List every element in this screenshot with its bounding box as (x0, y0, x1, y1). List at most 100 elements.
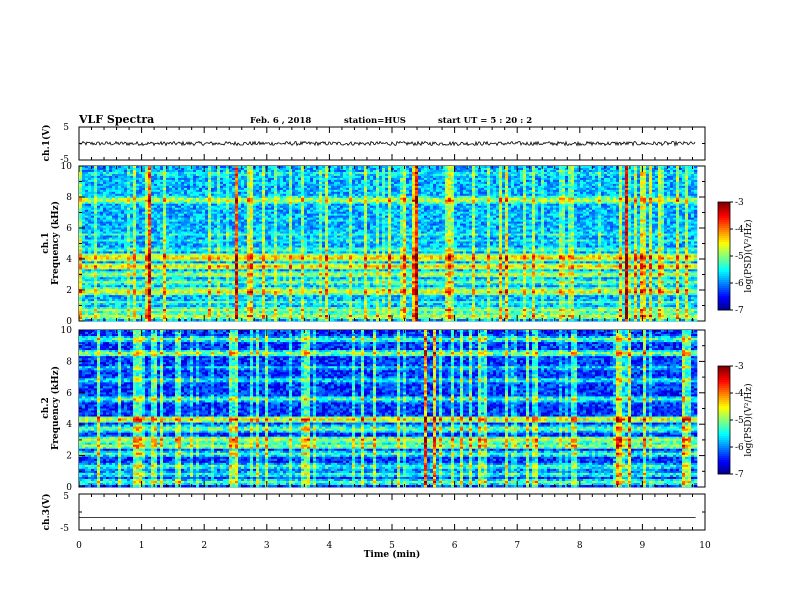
spectrogram-cell (109, 191, 113, 195)
spectrogram-cell (655, 169, 659, 173)
spectrogram-cell (280, 191, 284, 195)
spectrogram-cell (127, 209, 131, 213)
spectrogram-cell (544, 209, 548, 213)
spectrogram-cell (634, 171, 638, 175)
spectrogram-cell (286, 193, 290, 197)
spectrogram-cell (292, 183, 296, 187)
spectrogram-cell (130, 201, 134, 205)
spectrogram-cell (637, 189, 641, 193)
spectrogram-cell (514, 171, 518, 175)
spectrogram-cell (172, 167, 176, 171)
spectrogram-cell (106, 177, 110, 181)
spectrogram-cell (475, 185, 479, 189)
spectrogram-cell (511, 201, 515, 205)
spectrogram-cell (580, 197, 584, 201)
spectrogram-cell (664, 203, 668, 207)
spectrogram-cell (232, 197, 236, 201)
spectrogram-cell (214, 175, 218, 179)
spectrogram-cell (85, 209, 89, 213)
spectrogram-cell (445, 173, 449, 177)
spectrogram-cell (91, 183, 95, 187)
spectrogram-cell (91, 201, 95, 205)
spectrogram-cell (625, 209, 629, 213)
spectrogram-cell (238, 181, 242, 185)
spectrogram-cell (88, 185, 92, 189)
spectrogram-cell (184, 187, 188, 191)
spectrogram-cell (433, 175, 437, 179)
spectrogram-cell (196, 201, 200, 205)
spectrogram-cell (421, 183, 425, 187)
spectrogram-cell (424, 189, 428, 193)
spectrogram-cell (571, 183, 575, 187)
spectrogram-cell (379, 209, 383, 213)
spectrogram-cell (499, 183, 503, 187)
spectrogram-cell (301, 181, 305, 185)
spectrogram-cell (310, 169, 314, 173)
spectrogram-cell (160, 205, 164, 209)
spectrogram-cell (694, 177, 698, 181)
spectrogram-cell (637, 205, 641, 209)
spectrogram-cell (358, 166, 362, 169)
spectrogram-cell (685, 185, 689, 189)
spectrogram-cell (541, 169, 545, 173)
spectrogram-cell (190, 173, 194, 177)
spectrogram-cell (646, 177, 650, 181)
spectrogram-cell (367, 179, 371, 183)
spectrogram-cell (508, 205, 512, 209)
spectrogram-cell (457, 171, 461, 175)
spectrogram-cell (412, 167, 416, 171)
spectrogram-cell (514, 187, 518, 191)
spectrogram-cell (565, 183, 569, 187)
spectrogram-cell (559, 193, 563, 197)
spectrogram-cell (571, 171, 575, 175)
spectrogram-cell (277, 195, 281, 199)
spectrogram-cell (418, 187, 422, 191)
spectrogram-cell (325, 207, 329, 211)
spectrogram-cell (88, 201, 92, 205)
spectrogram-cell (244, 191, 248, 195)
spectrogram-cell (655, 167, 659, 171)
spectrogram-cell (379, 179, 383, 183)
spectrogram-cell (274, 193, 278, 197)
spectrogram-cell (247, 201, 251, 205)
spectrogram-cell (529, 191, 533, 195)
spectrogram-cell (499, 189, 503, 193)
spectrogram-cell (496, 189, 500, 193)
spectrogram-cell (127, 175, 131, 179)
spectrogram-cell (142, 199, 146, 203)
spectrogram-cell (79, 175, 83, 179)
spectrogram-cell (247, 211, 251, 214)
spectrogram-cell (592, 191, 596, 195)
spectrogram-cell (583, 166, 587, 169)
spectrogram-cell (487, 193, 491, 197)
spectrogram-cell (178, 173, 182, 177)
spectrogram-cell (448, 169, 452, 173)
spectrogram-cell (517, 195, 521, 199)
spectrogram-cell (202, 181, 206, 185)
spectrogram-cell (223, 167, 227, 171)
spectrogram-cell (688, 175, 692, 179)
spectrogram-cell (598, 195, 602, 199)
spectrogram-cell (292, 173, 296, 177)
spectrogram-cell (307, 201, 311, 205)
spectrogram-cell (154, 175, 158, 179)
spectrogram-cell (511, 187, 515, 191)
spectrogram-cell (97, 181, 101, 185)
spectrogram-cell (331, 203, 335, 207)
spectrogram-cell (274, 211, 278, 214)
spectrogram-cell (475, 193, 479, 197)
spectrogram-cell (367, 201, 371, 205)
spectrogram-cell (79, 177, 83, 181)
spectrogram-cell (517, 199, 521, 203)
spectrogram-cell (349, 189, 353, 193)
spectrogram-cell (520, 177, 524, 181)
spectrogram-cell (469, 191, 473, 195)
spectrogram-cell (295, 183, 299, 187)
spectrogram-cell (679, 197, 683, 201)
spectrogram-cell (640, 167, 644, 171)
spectrogram-cell (550, 183, 554, 187)
spectrogram-cell (370, 199, 374, 203)
spectrogram-cell (607, 207, 611, 211)
spectrogram-cell (103, 171, 107, 175)
spectrogram-cell (298, 193, 302, 197)
